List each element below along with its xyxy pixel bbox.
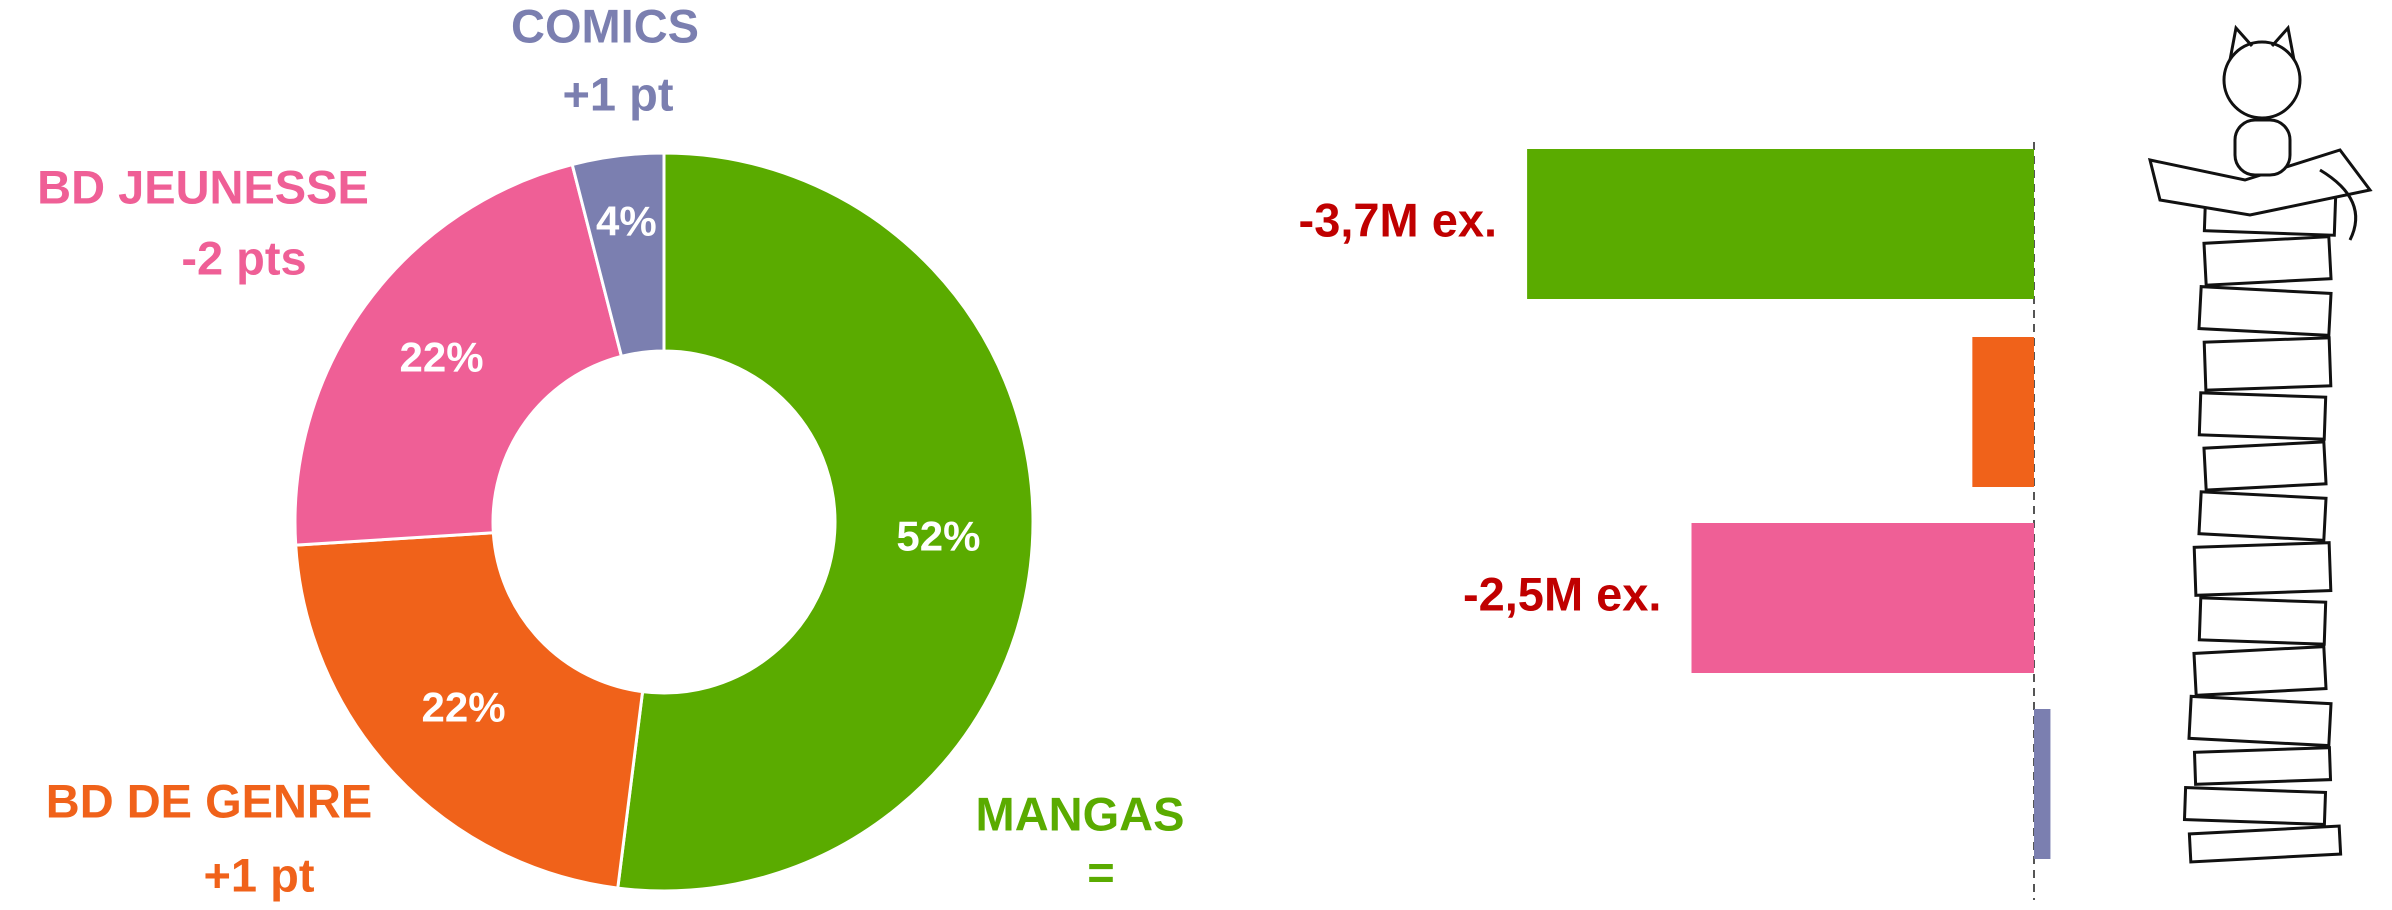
change-label: +1 pt [203,848,314,901]
donut-slice [293,162,624,547]
bar [1527,149,2034,299]
category-label: BD JEUNESSE [37,160,369,213]
value-label: -2,5M ex. [1463,567,1662,620]
slice-label: 52% [896,512,980,559]
category-label: MANGAS [976,787,1185,840]
slice-label: 22% [399,333,483,380]
donut-slice [616,151,1035,893]
donut-slice [570,151,666,359]
bar [1972,337,2034,487]
slice-label: 4% [596,197,657,244]
bar [2034,709,2051,859]
change-label: +1 pt [562,67,673,120]
donut-slice [294,531,645,890]
change-label: = [1087,845,1114,898]
bar [1691,523,2034,673]
category-label: COMICS [511,0,699,52]
value-label: -3,7M ex. [1299,193,1498,246]
slice-label: 22% [422,683,506,730]
category-label: BD DE GENRE [46,774,372,827]
illustration [2147,24,2373,864]
change-label: -2 pts [181,231,306,284]
